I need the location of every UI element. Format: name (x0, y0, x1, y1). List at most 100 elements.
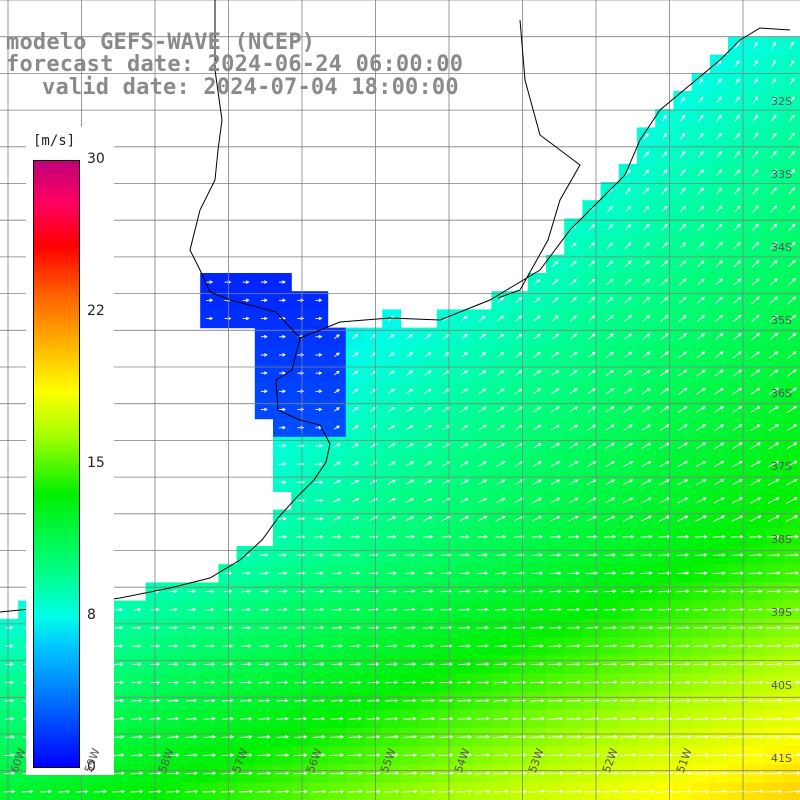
wind-arrow (603, 625, 617, 630)
wind-arrow (257, 753, 272, 757)
wind-arrow (495, 497, 506, 504)
wind-arrow (275, 753, 290, 757)
wind-arrow (697, 150, 704, 158)
wind-arrow (241, 607, 252, 612)
wind-arrow (698, 78, 704, 85)
wind-arrow (461, 315, 468, 322)
wind-arrow (549, 571, 562, 575)
wind-arrow (222, 680, 234, 685)
wind-arrow (479, 333, 487, 340)
wind-arrow (387, 406, 396, 412)
wind-arrow (641, 424, 652, 431)
wind-arrow (677, 515, 689, 522)
wind-arrow (387, 516, 397, 522)
wind-arrow (695, 442, 707, 450)
wind-arrow (660, 278, 669, 286)
wind-arrow (332, 571, 343, 575)
wind-arrow (674, 716, 692, 721)
wind-arrow (587, 351, 596, 358)
wind-arrow (661, 151, 668, 158)
wind-arrow (624, 224, 632, 231)
wind-arrow (606, 242, 614, 249)
wind-arrow (332, 498, 342, 503)
wind-speed-field (0, 36, 800, 800)
wind-arrow (750, 442, 761, 450)
wind-arrow (294, 735, 308, 739)
wind-arrow (639, 662, 654, 666)
wind-arrow (749, 534, 763, 539)
wind-arrow (313, 644, 325, 648)
wind-arrow (511, 771, 528, 776)
coastline-north (299, 27, 791, 339)
wind-arrow (753, 41, 758, 49)
wind-arrow (749, 497, 762, 504)
wind-arrow (552, 260, 559, 267)
wind-arrow (515, 297, 523, 304)
wind-arrow (114, 607, 124, 612)
wind-arrow (624, 333, 633, 340)
wind-arrow (185, 716, 198, 721)
wind-arrow (258, 698, 271, 703)
wind-arrow (566, 698, 582, 703)
wind-arrow (185, 698, 198, 703)
wind-arrow (695, 479, 707, 486)
wind-arrow (168, 625, 179, 630)
wind-arrow (697, 187, 705, 195)
wind-arrow (713, 497, 725, 504)
wind-arrow (438, 789, 455, 794)
wind-arrow (296, 553, 306, 557)
wind-arrow (678, 351, 688, 359)
wind-arrow (386, 553, 397, 557)
wind-arrow (692, 771, 710, 776)
wind-arrow (385, 680, 399, 685)
lat-label: 40S (771, 679, 792, 692)
wind-arrow (512, 662, 526, 666)
wind-arrow (785, 534, 799, 539)
wind-arrow (312, 716, 326, 721)
wind-arrow (661, 132, 668, 140)
wind-arrow (769, 259, 778, 268)
wind-arrow (714, 351, 724, 359)
wind-arrow (732, 369, 743, 377)
wind-arrow (496, 424, 505, 431)
wind-arrow (695, 515, 707, 522)
wind-arrow (619, 771, 637, 776)
wind-arrow (715, 205, 723, 213)
wind-arrow (260, 280, 268, 284)
wind-arrow (678, 278, 687, 286)
wind-arrow (734, 169, 741, 177)
wind-arrow (620, 698, 637, 703)
wind-arrow (641, 442, 652, 449)
wind-arrow (388, 334, 395, 340)
wind-arrow (440, 625, 453, 630)
wind-arrow (641, 497, 652, 504)
wind-arrow (570, 278, 577, 286)
wind-arrow (530, 644, 545, 648)
wind-arrow (602, 680, 618, 685)
wind-arrow (766, 571, 781, 575)
wind-arrow (765, 716, 783, 721)
wind-arrow (186, 644, 197, 648)
wind-arrow (351, 370, 359, 376)
wind-arrow (460, 443, 469, 449)
wind-arrow (387, 443, 396, 449)
wind-arrow (565, 771, 582, 776)
wind-arrow (750, 369, 761, 377)
wind-arrow (3, 771, 16, 776)
wind-arrow (258, 680, 271, 685)
wind-arrow (459, 516, 470, 522)
wind-arrow (604, 479, 616, 486)
wind-arrow (384, 771, 400, 776)
wind-arrow (785, 553, 800, 557)
wind-arrow (457, 698, 472, 703)
wind-arrow (788, 168, 796, 177)
wind-arrow (733, 223, 741, 231)
wind-arrow (348, 753, 363, 757)
wind-arrow (257, 771, 272, 776)
wind-arrow (531, 589, 544, 594)
wind-arrow (550, 443, 561, 449)
wind-arrow (420, 735, 436, 739)
lat-label: 32S (771, 95, 792, 108)
wind-arrow (278, 480, 287, 485)
